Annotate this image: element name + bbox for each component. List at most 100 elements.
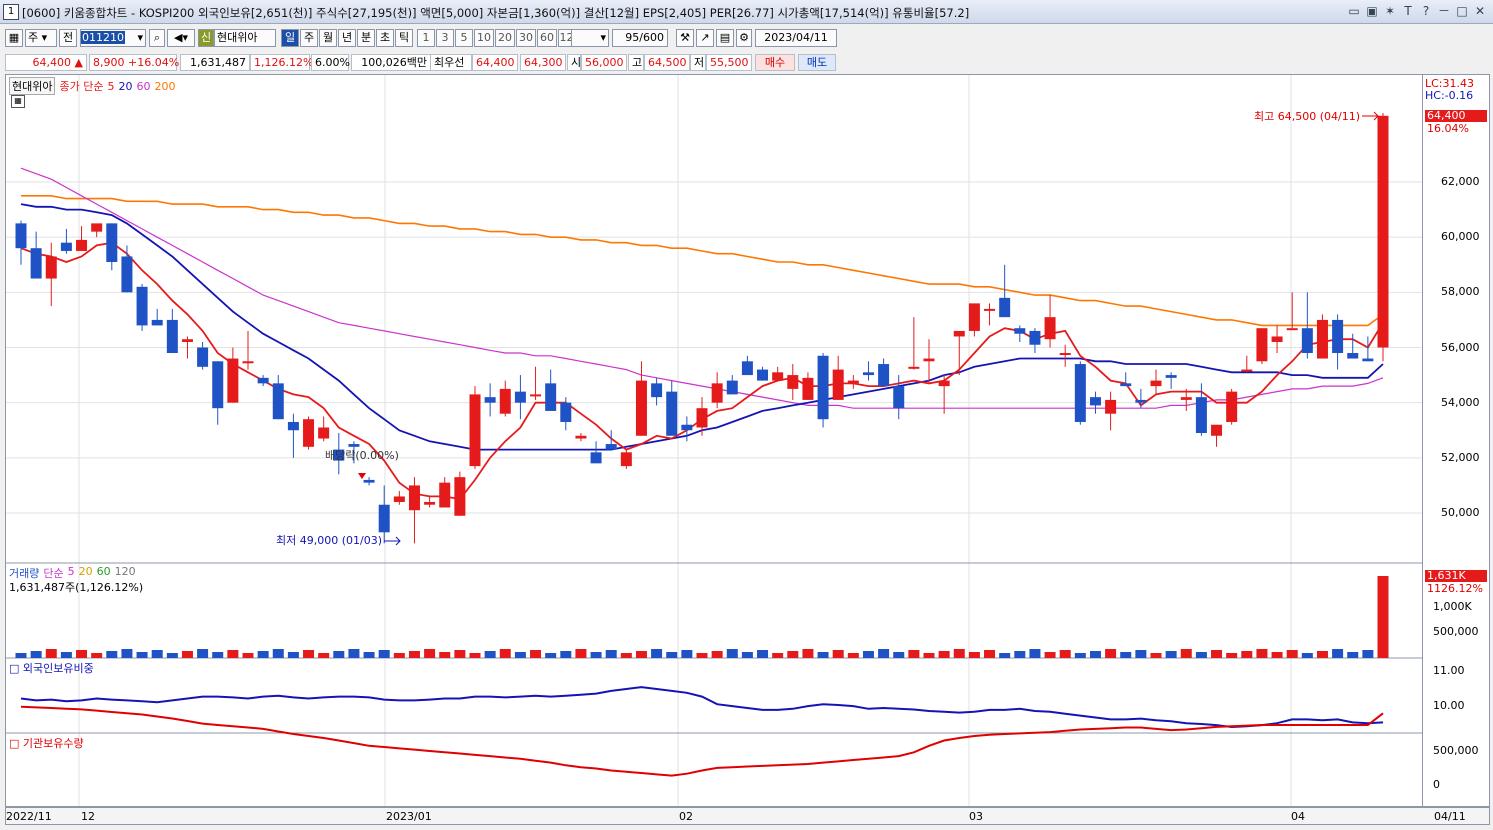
pin-icon[interactable]: ✶: [1384, 4, 1396, 18]
candle-82: [1256, 328, 1268, 365]
period-button-1[interactable]: 주: [300, 29, 318, 47]
candle-body-20: [318, 427, 330, 439]
table-icon[interactable]: ▦: [11, 95, 25, 108]
speaker-icon[interactable]: ◀▾: [167, 29, 195, 47]
maximize-icon[interactable]: □: [1456, 4, 1468, 18]
volume-bar-44: [681, 650, 693, 658]
price-tick-3: 56,000: [1441, 340, 1480, 354]
volume-bar-81: [1241, 651, 1253, 658]
period-button-4[interactable]: 분: [357, 29, 375, 47]
volume-bar-47: [726, 649, 738, 658]
close-icon[interactable]: ✕: [1474, 4, 1486, 18]
candle-66: [1014, 325, 1026, 342]
volume-bar-69: [1059, 650, 1071, 658]
period-button-6[interactable]: 틱: [395, 29, 413, 47]
volume-bar-36: [560, 651, 572, 658]
layout-icon[interactable]: ▭: [1348, 4, 1360, 18]
buy-button[interactable]: 매수: [755, 54, 795, 71]
interval-button-0[interactable]: 1: [417, 29, 435, 47]
volume-bar-61: [938, 651, 950, 658]
candle-body-53: [817, 355, 829, 420]
period-button-3[interactable]: 년: [338, 29, 356, 47]
prev-button[interactable]: 전: [59, 29, 77, 47]
date-input[interactable]: 2023/04/11: [755, 29, 837, 47]
save-icon[interactable]: ▤: [716, 29, 734, 47]
restore-icon[interactable]: ▣: [1366, 4, 1378, 18]
candle-24: [378, 485, 390, 544]
volume-bar-9: [151, 650, 163, 658]
candle-body-7: [121, 256, 133, 293]
candle-55: [847, 375, 859, 389]
volume-bar-72: [1105, 649, 1117, 658]
candle-body-63: [968, 303, 980, 331]
interval-button-2[interactable]: 5: [455, 29, 473, 47]
volume-bar-65: [999, 653, 1011, 658]
volume-pct-tag: 1126.12%: [1427, 582, 1483, 595]
interval-input[interactable]: ▾: [571, 29, 609, 47]
volume-bar-85: [1301, 653, 1313, 658]
chart-type-icon[interactable]: ▦: [5, 29, 23, 47]
window-number: 1: [3, 4, 19, 20]
price-tick-0: 62,000: [1441, 175, 1480, 188]
stock-code-input[interactable]: 011210 ▾: [80, 29, 146, 47]
period-button-0[interactable]: 일: [281, 29, 299, 47]
help-icon[interactable]: ?: [1422, 4, 1430, 18]
period-button-2[interactable]: 월: [319, 29, 337, 47]
tools-icon[interactable]: ⚒: [676, 29, 694, 47]
interval-button-5[interactable]: 30: [516, 29, 536, 47]
interval-button-3[interactable]: 10: [474, 29, 494, 47]
chart-area[interactable]: 최고 64,500 (04/11) 최저 49,000 (01/03) 배당락(…: [5, 74, 1423, 807]
search-icon[interactable]: ⌕: [149, 29, 165, 47]
open-price: 56,000: [581, 54, 627, 71]
volume-bar-57: [878, 649, 890, 658]
period-button-5[interactable]: 초: [376, 29, 394, 47]
vol-ma60: 60: [96, 565, 111, 578]
candle-75: [1150, 369, 1162, 395]
stock-legend[interactable]: 현대위아: [9, 77, 56, 95]
volume-bar-27: [424, 649, 436, 658]
low-label: 저: [690, 54, 706, 71]
x-label-04-11: 04/11: [1434, 810, 1466, 823]
vol-ma-label: 단순: [43, 567, 64, 580]
candle-5: [91, 223, 103, 238]
sell-button[interactable]: 매도: [798, 54, 836, 71]
candle-body-52: [802, 377, 814, 400]
ask-price: 64,400: [472, 54, 518, 71]
vol-legend-label: 거래량: [9, 567, 40, 580]
x-axis: 2022/11 12 2023/01 02 03 04 04/11: [5, 807, 1490, 825]
line-icon[interactable]: ↗: [696, 29, 714, 47]
volume-bar-49: [757, 650, 769, 658]
volume-bar-66: [1014, 651, 1026, 658]
count-input[interactable]: 95/600: [612, 29, 668, 47]
price-tick-5: 52,000: [1441, 450, 1480, 464]
vol-tick-500k: 500,000: [1433, 625, 1479, 638]
candle-body-0: [15, 223, 27, 249]
x-label-2023-01: 2023/01: [386, 810, 432, 823]
candle-79: [1211, 424, 1223, 447]
candle-84: [1286, 292, 1298, 331]
gear-icon[interactable]: ⚙: [736, 29, 752, 47]
volume-bar-70: [1074, 653, 1086, 658]
candle-body-70: [1074, 364, 1086, 422]
volume-bar-7: [121, 649, 133, 658]
period-select[interactable]: 주 ▾: [25, 29, 57, 47]
candle-22: [348, 441, 360, 464]
interval-button-4[interactable]: 20: [495, 29, 515, 47]
candle-body-12: [197, 347, 209, 367]
interval-button-1[interactable]: 3: [436, 29, 454, 47]
high-arrow-icon: [1362, 111, 1379, 121]
minimize-icon[interactable]: －: [1437, 4, 1450, 18]
inst-legend: □ 기관보유수량: [9, 737, 84, 750]
candle-69: [1059, 344, 1071, 367]
interval-button-6[interactable]: 60: [537, 29, 557, 47]
volume-bar-89: [1362, 650, 1374, 658]
low-annotation: 최저 49,000 (01/03): [276, 534, 382, 547]
volume-bar-12: [197, 649, 209, 658]
candle-body-33: [514, 391, 526, 403]
candle-body-80: [1226, 391, 1238, 422]
font-icon[interactable]: T: [1404, 4, 1412, 18]
candle-body-25: [393, 496, 405, 502]
candle-body-47: [726, 380, 738, 395]
candle-25: [393, 490, 405, 505]
volume-bar-68: [1044, 652, 1056, 658]
